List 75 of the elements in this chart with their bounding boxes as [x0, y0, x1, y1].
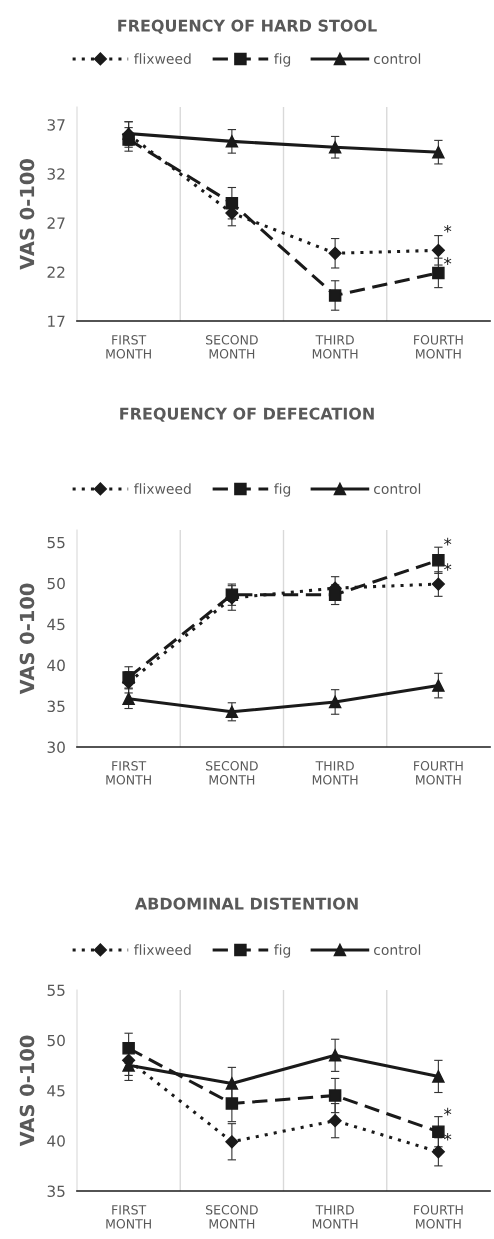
y-tick-label: 40 [47, 659, 65, 672]
point [328, 1114, 342, 1128]
x-tick-label: THIRD MONTH [312, 335, 358, 359]
y-tick-label: 30 [47, 741, 65, 754]
point [328, 289, 342, 302]
legend-label: fig [274, 944, 291, 958]
point [122, 671, 135, 684]
y-tick-label: 35 [47, 1185, 65, 1198]
x-tick-label: FOURTH MONTH [414, 761, 463, 785]
y-tick-label: 22 [47, 266, 65, 278]
point [122, 1042, 135, 1055]
y-tick-label: 55 [47, 984, 65, 997]
point [431, 243, 445, 257]
annotation: * [444, 1107, 452, 1116]
x-tick-label: SECOND MONTH [206, 335, 258, 359]
point [432, 679, 445, 692]
annotation: * [444, 257, 452, 265]
y-tick-label: 45 [47, 1085, 65, 1097]
legend-label: fig [274, 483, 291, 497]
x-tick-label: FIRST MONTH [106, 335, 151, 359]
y-tick-label: 40 [47, 1135, 65, 1147]
point [225, 1135, 239, 1149]
y-axis-title: VAS 0-100 [19, 583, 35, 695]
point [225, 135, 239, 148]
x-tick-label: FOURTH MONTH [414, 335, 463, 359]
x-tick-label: THIRD MONTH [312, 761, 358, 785]
point [328, 1049, 342, 1062]
y-tick-label: 55 [47, 536, 65, 549]
point [431, 577, 445, 591]
point [432, 145, 445, 159]
x-tick-label: THIRD MONTH [312, 1205, 358, 1229]
y-tick-label: 35 [47, 700, 65, 713]
y-tick-label: 50 [47, 577, 65, 590]
legend-label: control [374, 483, 421, 495]
point [225, 196, 239, 210]
point [432, 1070, 445, 1083]
point [328, 588, 342, 601]
annotation: * [444, 563, 452, 571]
annotation: * [444, 1132, 452, 1141]
point [225, 1077, 239, 1090]
point [328, 246, 342, 260]
point [432, 554, 445, 567]
y-tick-label: 50 [47, 1034, 65, 1047]
x-tick-label: SECOND MONTH [206, 761, 258, 785]
x-tick-label: SECOND MONTH [206, 1205, 258, 1229]
chart-title: FREQUENCY OF HARD STOOL [118, 19, 377, 34]
legend-label: fig [274, 53, 291, 67]
chart-title: FREQUENCY OF DEFECATION [120, 407, 374, 422]
annotation: * [444, 224, 452, 233]
x-tick-label: FIRST MONTH [106, 761, 151, 785]
y-axis-title: VAS 0-100 [19, 1035, 35, 1147]
point [432, 1125, 445, 1138]
point [328, 1089, 342, 1102]
point [431, 1145, 445, 1159]
y-tick-label: 27 [47, 217, 65, 229]
point [328, 695, 342, 709]
point [225, 1097, 239, 1110]
point [122, 692, 135, 705]
x-tick-label: FIRST MONTH [106, 1205, 151, 1229]
chart-title: ABDOMINAL DISTENTION [134, 897, 358, 910]
y-tick-label: 45 [47, 618, 65, 631]
y-tick-label: 32 [47, 168, 65, 180]
y-tick-label: 37 [47, 119, 65, 131]
legend-label: control [374, 53, 421, 65]
y-tick-label: 17 [48, 315, 65, 327]
legend-label: control [374, 944, 421, 956]
annotation: * [444, 537, 452, 546]
y-axis-title: VAS 0-100 [19, 159, 35, 270]
legend-label: flixweed [134, 944, 191, 956]
x-tick-label: FOURTH MONTH [414, 1205, 463, 1229]
legend-label: flixweed [134, 483, 191, 495]
point [432, 266, 445, 280]
point [122, 127, 135, 140]
point [328, 140, 342, 154]
legend-label: flixweed [134, 53, 191, 65]
